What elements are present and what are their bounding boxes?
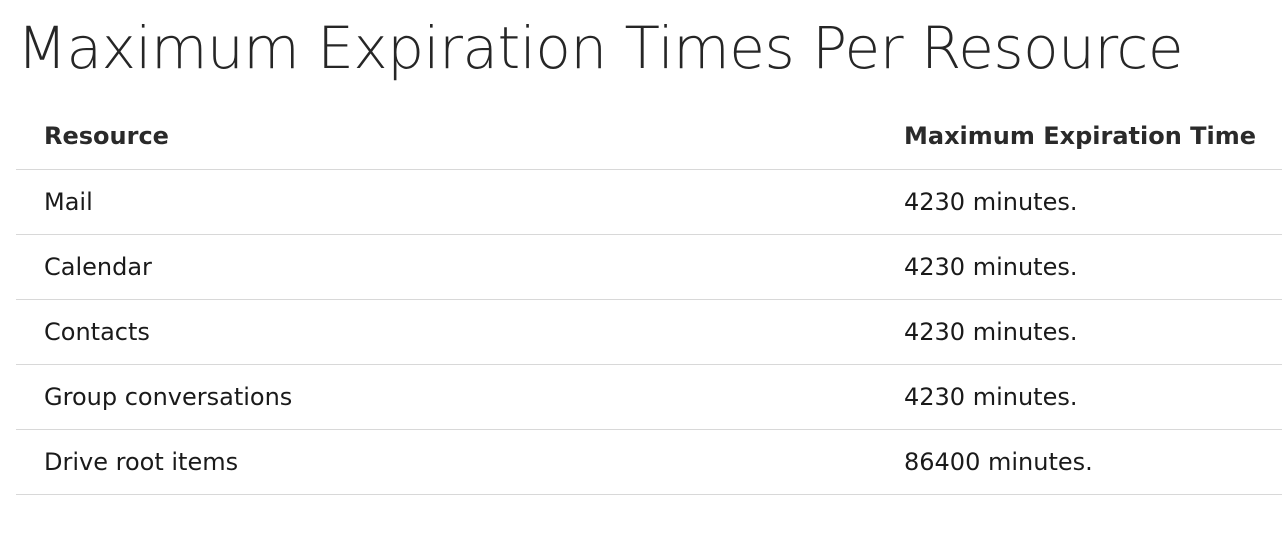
table-row: Mail 4230 minutes. bbox=[16, 169, 1282, 234]
expiration-time-cell: 86400 minutes. bbox=[904, 447, 1093, 476]
expiration-time-cell: 4230 minutes. bbox=[904, 317, 1078, 346]
table-row: Drive root items 86400 minutes. bbox=[16, 429, 1282, 494]
page-title: Maximum Expiration Times Per Resource bbox=[17, 14, 1184, 82]
expiration-time-cell: 4230 minutes. bbox=[904, 252, 1078, 281]
table-row: Contacts 4230 minutes. bbox=[16, 299, 1282, 364]
expiration-times-table: Resource Maximum Expiration Time Mail 42… bbox=[16, 103, 1282, 495]
table-body: Mail 4230 minutes. Calendar 4230 minutes… bbox=[16, 169, 1282, 494]
table-row: Group conversations 4230 minutes. bbox=[16, 364, 1282, 429]
column-header-resource: Resource bbox=[44, 121, 169, 150]
table-header: Resource Maximum Expiration Time bbox=[16, 103, 1282, 169]
resource-cell: Group conversations bbox=[44, 382, 293, 411]
table-row: Calendar 4230 minutes. bbox=[16, 234, 1282, 299]
column-header-max-expiration-time: Maximum Expiration Time bbox=[904, 121, 1257, 150]
resource-cell: Calendar bbox=[44, 252, 152, 281]
expiration-time-cell: 4230 minutes. bbox=[904, 187, 1078, 216]
resource-cell: Mail bbox=[44, 187, 93, 216]
expiration-time-cell: 4230 minutes. bbox=[904, 382, 1078, 411]
table-header-row: Resource Maximum Expiration Time bbox=[16, 103, 1282, 169]
resource-cell: Contacts bbox=[44, 317, 150, 346]
resource-cell: Drive root items bbox=[44, 447, 239, 476]
